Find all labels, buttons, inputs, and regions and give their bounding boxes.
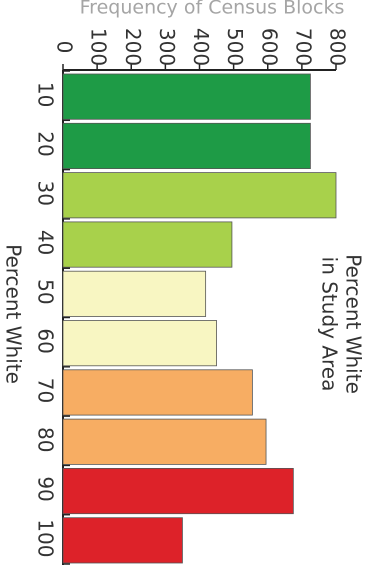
category-label: 20 — [34, 131, 58, 156]
bar-50 — [62, 270, 207, 317]
bar-70 — [62, 369, 253, 416]
category-label: 30 — [34, 181, 58, 206]
bar-30 — [62, 172, 337, 219]
chart-title-line: in Study Area — [318, 257, 342, 392]
value-tick-label: 600 — [257, 28, 281, 66]
bar-40 — [62, 221, 233, 268]
value-tick-label: 0 — [53, 41, 77, 54]
category-label: 10 — [34, 82, 58, 107]
value-tick-label: 400 — [189, 28, 213, 66]
value-axis-title: Frequency of Census Blocks — [80, 0, 345, 19]
value-tick-label: 300 — [155, 28, 179, 66]
value-tick-label: 200 — [121, 28, 145, 66]
bar-80 — [62, 418, 267, 465]
category-label: 70 — [34, 378, 58, 403]
bar-100 — [62, 517, 183, 564]
chart-title-line: Percent White — [342, 254, 366, 394]
value-tick-label: 700 — [291, 28, 315, 66]
bar-60 — [62, 320, 217, 367]
category-label: 40 — [34, 230, 58, 255]
bar-20 — [62, 122, 311, 170]
category-label: 90 — [34, 476, 58, 501]
category-axis-title: Percent White — [2, 244, 26, 384]
bar-10 — [62, 73, 311, 120]
category-label: 100 — [34, 519, 58, 557]
value-tick-label: 100 — [87, 28, 111, 66]
text-layer: 0 100 200 300 400 500 600 700 800 10 20 30 40 50 60 70 8… — [2, 0, 366, 557]
category-label: 50 — [34, 279, 58, 304]
category-label: 60 — [34, 328, 58, 353]
value-tick-label: 800 — [326, 28, 350, 66]
category-label: 80 — [34, 427, 58, 452]
bar-layer — [62, 73, 337, 564]
bar-90 — [62, 467, 294, 515]
value-tick-label: 500 — [223, 28, 247, 66]
